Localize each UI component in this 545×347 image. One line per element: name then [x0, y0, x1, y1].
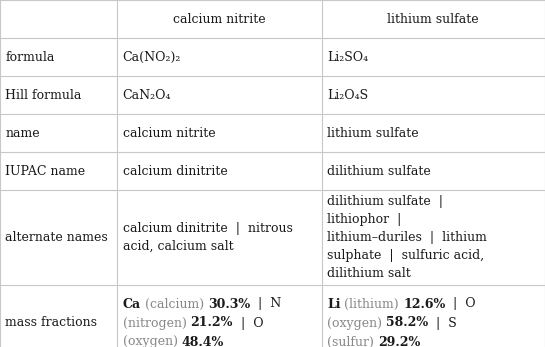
Text: |  O: | O [445, 297, 476, 311]
Text: name: name [5, 127, 40, 139]
Text: |  O: | O [233, 316, 263, 330]
Text: calcium dinitrite: calcium dinitrite [123, 164, 227, 178]
Text: alternate names: alternate names [5, 231, 108, 244]
Text: lithium sulfate: lithium sulfate [327, 127, 419, 139]
Text: dilithium sulfate: dilithium sulfate [327, 164, 431, 178]
Text: 29.2%: 29.2% [378, 336, 420, 347]
Text: 21.2%: 21.2% [191, 316, 233, 330]
Text: Li₂SO₄: Li₂SO₄ [327, 51, 368, 64]
Text: 48.4%: 48.4% [181, 336, 224, 347]
Text: (lithium): (lithium) [341, 297, 403, 311]
Text: lithium sulfate: lithium sulfate [387, 12, 479, 25]
Text: Hill formula: Hill formula [5, 88, 82, 102]
Text: (nitrogen): (nitrogen) [123, 316, 191, 330]
Text: Ca: Ca [123, 297, 141, 311]
Text: CaN₂O₄: CaN₂O₄ [123, 88, 171, 102]
Text: calcium nitrite: calcium nitrite [123, 127, 215, 139]
Text: IUPAC name: IUPAC name [5, 164, 86, 178]
Text: dilithium sulfate  |
lithiophor  |
lithium–duriles  |  lithium
sulphate  |  sulf: dilithium sulfate | lithiophor | lithium… [327, 195, 487, 280]
Text: mass fractions: mass fractions [5, 316, 98, 330]
Text: (oxygen): (oxygen) [123, 336, 181, 347]
Text: 30.3%: 30.3% [208, 297, 250, 311]
Text: formula: formula [5, 51, 55, 64]
Text: 12.6%: 12.6% [403, 297, 445, 311]
Text: |  N: | N [250, 297, 281, 311]
Text: (calcium): (calcium) [141, 297, 208, 311]
Text: (oxygen): (oxygen) [327, 316, 386, 330]
Text: |  S: | S [428, 316, 457, 330]
Text: calcium nitrite: calcium nitrite [173, 12, 265, 25]
Text: Li: Li [327, 297, 341, 311]
Text: calcium dinitrite  |  nitrous
acid, calcium salt: calcium dinitrite | nitrous acid, calciu… [123, 222, 293, 253]
Text: 58.2%: 58.2% [386, 316, 428, 330]
Text: Li₂O₄S: Li₂O₄S [327, 88, 368, 102]
Text: Ca(NO₂)₂: Ca(NO₂)₂ [123, 51, 181, 64]
Text: (sulfur): (sulfur) [327, 336, 378, 347]
